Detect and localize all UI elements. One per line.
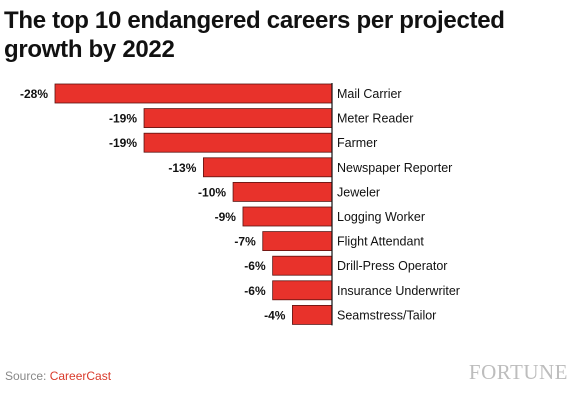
bar — [272, 255, 333, 276]
fortune-logo: FORTUNE — [468, 360, 568, 384]
category-label: Jeweler — [337, 185, 380, 199]
bar — [292, 304, 333, 325]
source-prefix: Source: — [5, 369, 50, 383]
source-note: Source: CareerCast — [5, 369, 111, 383]
value-label: -13% — [168, 161, 196, 175]
category-label: Insurance Underwriter — [337, 284, 460, 298]
category-label: Farmer — [337, 136, 377, 150]
value-label: -4% — [264, 308, 286, 322]
bar — [242, 206, 333, 227]
value-label: -19% — [109, 136, 137, 150]
category-label: Drill-Press Operator — [337, 259, 447, 273]
value-label: -7% — [234, 235, 256, 249]
value-label: -9% — [215, 210, 237, 224]
value-label: -6% — [244, 284, 266, 298]
value-label: -28% — [20, 87, 48, 101]
bar — [143, 132, 333, 153]
category-label: Logging Worker — [337, 210, 425, 224]
bar — [232, 181, 333, 202]
category-label: Newspaper Reporter — [337, 161, 452, 175]
value-label: -10% — [198, 185, 226, 199]
value-label: -6% — [244, 259, 266, 273]
value-label: -19% — [109, 112, 137, 126]
source-link[interactable]: CareerCast — [49, 369, 112, 383]
bar-chart: -28% Mail Carrier -19% Meter Reader -19% Farm… — [20, 83, 460, 326]
bar — [54, 83, 333, 104]
bar — [202, 157, 333, 178]
category-label: Mail Carrier — [337, 87, 402, 101]
category-label: Flight Attendant — [337, 235, 424, 249]
bar — [262, 231, 333, 252]
bar — [143, 108, 333, 128]
chart-title: The top 10 endangered careers per projec… — [4, 7, 505, 63]
bar — [272, 280, 333, 301]
category-label: Seamstress/Tailor — [337, 308, 436, 322]
category-label: Meter Reader — [337, 112, 413, 126]
